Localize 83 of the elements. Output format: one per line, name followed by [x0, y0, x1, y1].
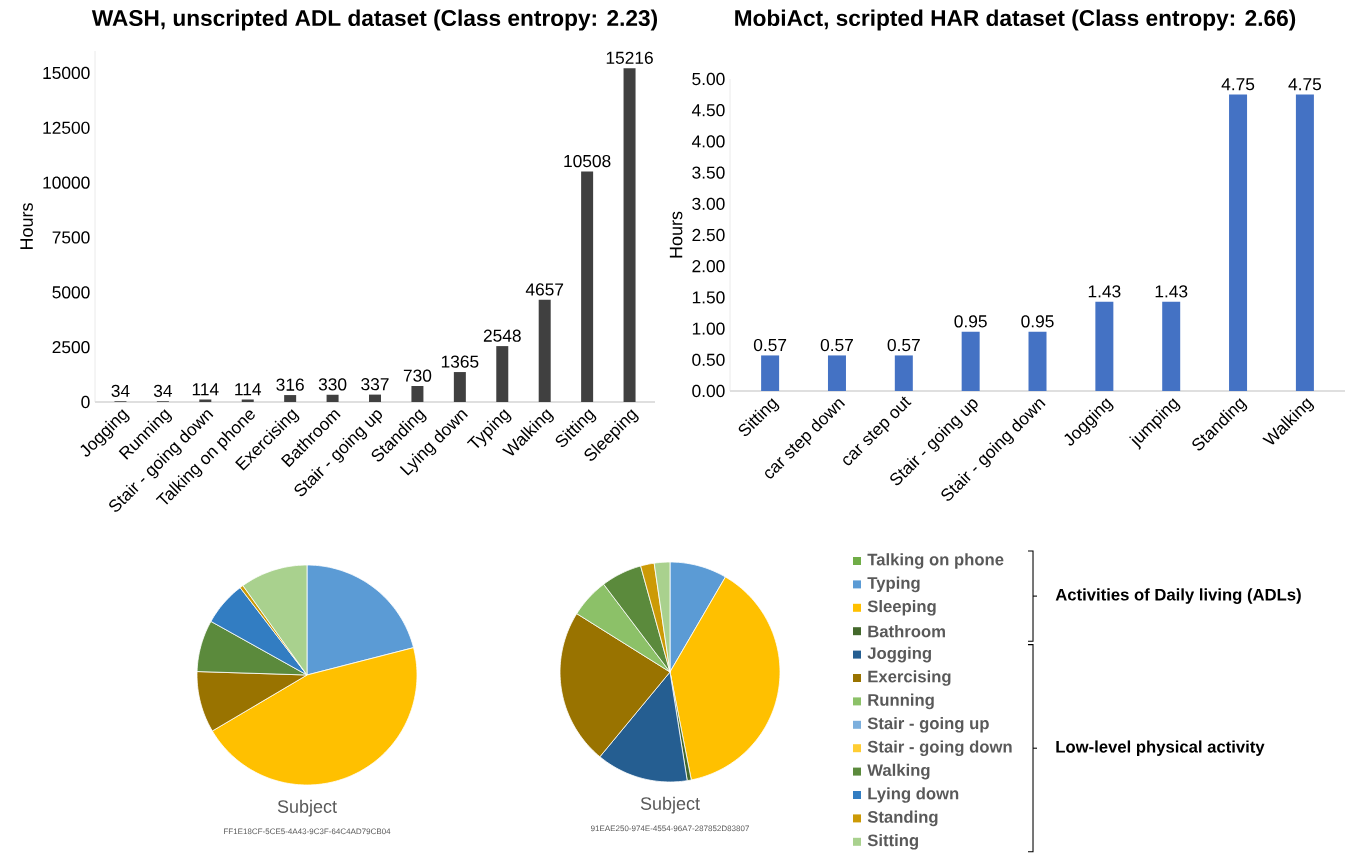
- bar: [623, 68, 636, 402]
- data-label: 0.57: [753, 338, 787, 352]
- legend-label: Jogging: [867, 646, 931, 663]
- y-tick-label: 5.00: [692, 72, 725, 86]
- data-label: 34: [111, 384, 130, 397]
- y-tick-label: 12500: [43, 121, 90, 134]
- y-tick-label: 0.00: [692, 384, 725, 398]
- data-label: 114: [235, 383, 262, 396]
- data-label: 316: [276, 378, 304, 391]
- y-tick-label: 1.00: [692, 322, 725, 335]
- data-label: 2548: [483, 329, 521, 342]
- text: Subject: [277, 799, 337, 817]
- text: FF1E18CF-5CE5-4A43-9C3F-64C4AD79CB04: [224, 828, 391, 835]
- chart-title: MobiAct, scripted HAR dataset (Class entropy: 2.66): [735, 9, 1296, 31]
- y-tick-label: 5000: [52, 286, 90, 299]
- bar: [284, 395, 297, 402]
- data-label: 730: [403, 369, 432, 382]
- bar: [581, 171, 594, 402]
- legend-label: Walking: [867, 763, 930, 780]
- text: Low-level physical activity: [1056, 740, 1265, 756]
- data-label: 0.57: [820, 338, 853, 352]
- bar: [326, 394, 339, 402]
- y-tick-label: 1.50: [692, 291, 725, 304]
- text: Activities of Daily living (ADLs): [1055, 588, 1301, 604]
- legend-label: Talking on phone: [867, 553, 1004, 569]
- legend-label: Typing: [867, 576, 920, 593]
- data-label: 0.95: [1021, 315, 1054, 328]
- data-label: 1.43: [1155, 285, 1188, 298]
- y-axis-title: Hours: [669, 211, 683, 258]
- bar: [1229, 94, 1248, 391]
- data-label: 1365: [441, 355, 479, 368]
- y-tick-label: 4.00: [691, 135, 725, 148]
- y-tick-label: 15000: [43, 66, 90, 80]
- legend-label: Exercising: [868, 670, 951, 686]
- data-label: 15216: [606, 51, 653, 64]
- y-tick-label: 2.00: [692, 260, 725, 273]
- bar: [961, 331, 980, 391]
- data-label: 4.75: [1221, 78, 1255, 91]
- bar: [241, 399, 254, 402]
- legend-label: Sitting: [867, 833, 919, 850]
- data-label: 1.43: [1088, 285, 1121, 298]
- y-tick-label: 2.50: [692, 228, 725, 242]
- y-tick-label: 10000: [43, 176, 90, 189]
- data-label: 4657: [525, 283, 564, 296]
- bar: [894, 355, 913, 391]
- data-label: 0.95: [954, 315, 987, 328]
- y-tick-label: 3.50: [692, 166, 725, 179]
- data-label: 330: [318, 378, 347, 391]
- data-label: 34: [153, 384, 173, 397]
- y-axis-title: Hours: [20, 203, 33, 250]
- data-label: 114: [192, 383, 219, 396]
- bar: [1295, 94, 1314, 391]
- text: 91EAE250-974E-4554-96A7-287852D83807: [590, 825, 749, 832]
- bar: [1095, 301, 1114, 391]
- bar: [827, 355, 846, 391]
- bar: [1162, 301, 1181, 391]
- legend-label: Stair - going down: [867, 740, 1012, 757]
- bar: [496, 346, 509, 402]
- bar: [1028, 331, 1047, 391]
- data-label: 0.57: [887, 338, 920, 352]
- text: Subject: [640, 796, 700, 814]
- data-label: 10508: [564, 154, 611, 168]
- legend-label: Lying down: [868, 787, 959, 803]
- y-tick-label: 7500: [52, 231, 90, 244]
- y-tick-label: 0.50: [692, 353, 725, 366]
- legend-label: Standing: [867, 810, 938, 827]
- legend-label: Running: [868, 693, 934, 710]
- bar: [453, 372, 466, 402]
- bar: [761, 355, 780, 391]
- legend-label: Stair - going up: [867, 716, 989, 733]
- legend-label: Bathroom: [868, 625, 945, 638]
- bar: [538, 299, 551, 402]
- y-tick-label: 4.50: [691, 104, 725, 117]
- chart-title: WASH, unscripted ADL dataset (Class entropy: 2.23): [91, 9, 658, 31]
- y-tick-label: 3.00: [692, 197, 725, 210]
- bar: [411, 385, 424, 402]
- bar: [199, 399, 212, 402]
- bar: [369, 394, 381, 402]
- data-label: 337: [361, 378, 389, 391]
- y-tick-label: 2500: [52, 341, 90, 354]
- y-tick-label: 0: [81, 395, 90, 409]
- data-label: 4.75: [1288, 78, 1322, 91]
- legend-label: Sleeping: [867, 599, 936, 616]
